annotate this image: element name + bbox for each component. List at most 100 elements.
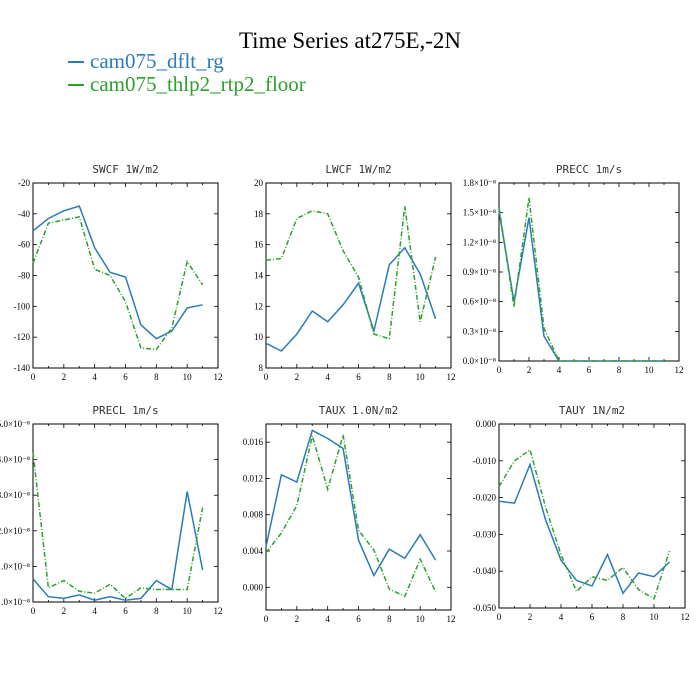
y-tick-label: 0.008	[243, 510, 264, 520]
panel-4: PRECL 1m/s 0 2 4 6 8 10 12 .0×10⁻⁸ 1.0×10⁻⁸ 2.0×10…	[0, 404, 223, 616]
series-line-2	[498, 197, 664, 362]
panel-1: SWCF 1W/m2 0 2 4 6 8 10 12 -140 -120 -100 -80 -60 -40…	[14, 163, 223, 382]
legend-swatch-1	[68, 60, 84, 63]
y-tick-label: -80	[18, 271, 30, 281]
x-tick-label: 10	[416, 614, 426, 624]
y-tick-label: 2.0×10⁻⁸	[0, 526, 30, 536]
series-line-1	[265, 429, 437, 578]
y-tick-label: -0.040	[473, 566, 497, 576]
panel-frame	[32, 423, 219, 603]
panel-frame	[498, 182, 680, 362]
y-tick-label: -140	[14, 363, 31, 373]
x-tick-label: 4	[557, 365, 562, 375]
x-tick-label: 8	[387, 372, 392, 382]
series-line-1	[265, 246, 437, 352]
figure-title: Time Series at275E,-2N	[238, 28, 462, 53]
y-tick-label: -120	[14, 332, 31, 342]
y-tick-label: 1.8×10⁻⁸	[463, 178, 496, 188]
y-tick-label: -0.020	[473, 493, 497, 503]
x-tick-label: 8	[617, 365, 622, 375]
x-tick-label: 8	[154, 372, 159, 382]
series-line-1	[32, 205, 203, 340]
panel-5: TAUX 1.0N/m2 0 2 4 6 8 10 12 0.000 0.004 0.008 0.01…	[243, 404, 456, 624]
x-tick-label: 8	[621, 612, 626, 622]
x-tick-label: 8	[154, 606, 159, 616]
panel-title: TAUY 1N/m2	[559, 404, 625, 417]
x-tick-label: 10	[183, 606, 193, 616]
panel-6: TAUY 1N/m2 0 2 4 6 8 10 12 -0.050 -0.040 -0.030 -0.…	[473, 404, 690, 622]
x-tick-label: 12	[447, 614, 456, 624]
panel-3: PRECC 1m/s 0 2 4 6 8 10 12 0.0×10⁻⁸ 0.3×10⁻⁸ 0.6×1…	[463, 163, 684, 375]
y-tick-label: 1.2×10⁻⁸	[463, 237, 496, 247]
x-tick-label: 0	[264, 614, 269, 624]
legend-item-1: cam075_dflt_rg	[68, 49, 306, 73]
x-tick-label: 10	[183, 372, 193, 382]
y-tick-label: 16	[254, 240, 264, 250]
x-tick-label: 0	[31, 372, 36, 382]
y-tick-label: -40	[18, 209, 30, 219]
series-line-2	[498, 448, 671, 600]
x-tick-label: 2	[295, 372, 300, 382]
x-tick-label: 0	[264, 372, 269, 382]
x-tick-label: 8	[387, 614, 392, 624]
x-tick-label: 2	[527, 365, 532, 375]
y-tick-label: 0.004	[243, 546, 264, 556]
panel-frame	[265, 182, 452, 369]
y-tick-label: 0.000	[476, 419, 497, 429]
x-tick-label: 0	[31, 606, 36, 616]
legend-label-2: cam075_thlp2_rtp2_floor	[90, 72, 306, 96]
y-tick-label: 1.5×10⁻⁸	[463, 208, 496, 218]
y-tick-label: 1.0×10⁻⁸	[0, 561, 30, 571]
x-tick-label: 12	[675, 365, 684, 375]
x-tick-label: 4	[92, 372, 97, 382]
y-tick-label: -0.050	[473, 603, 497, 613]
x-tick-label: 10	[650, 612, 660, 622]
x-tick-label: 2	[62, 372, 67, 382]
x-tick-label: 4	[92, 606, 97, 616]
panel-frame	[265, 423, 452, 611]
x-tick-label: 0	[497, 365, 502, 375]
x-tick-label: 6	[123, 606, 128, 616]
y-tick-label: 0.6×10⁻⁸	[463, 297, 496, 307]
y-tick-label: -100	[14, 301, 31, 311]
x-tick-label: 6	[590, 612, 595, 622]
y-tick-label: 0.000	[243, 582, 264, 592]
x-tick-label: 4	[559, 612, 564, 622]
x-tick-label: 12	[214, 606, 223, 616]
x-tick-label: 10	[645, 365, 655, 375]
y-tick-label: 4.0×10⁻⁸	[0, 455, 30, 465]
panel-title: TAUX 1.0N/m2	[319, 404, 398, 417]
y-tick-label: 12	[254, 301, 263, 311]
y-tick-label: -60	[18, 240, 30, 250]
y-tick-label: 0.012	[243, 473, 263, 483]
y-tick-label: 0.9×10⁻⁸	[463, 267, 496, 277]
y-tick-label: -20	[18, 178, 30, 188]
x-tick-label: 2	[295, 614, 300, 624]
y-tick-label: -0.010	[473, 456, 497, 466]
y-tick-label: 0.3×10⁻⁸	[463, 326, 496, 336]
y-tick-label: 3.0×10⁻⁸	[0, 490, 30, 500]
panel-frame	[32, 182, 219, 369]
x-tick-label: 2	[62, 606, 67, 616]
x-tick-label: 0	[497, 612, 502, 622]
legend-item-2: cam075_thlp2_rtp2_floor	[68, 72, 306, 96]
x-tick-label: 6	[587, 365, 592, 375]
y-tick-label: 18	[254, 209, 264, 219]
series-line-2	[265, 206, 437, 340]
panel-title: SWCF 1W/m2	[92, 163, 158, 176]
x-tick-label: 12	[214, 372, 223, 382]
x-tick-label: 2	[528, 612, 533, 622]
y-tick-label: 14	[254, 271, 264, 281]
x-tick-label: 6	[356, 614, 361, 624]
panel-title: PRECL 1m/s	[92, 404, 158, 417]
panel-title: LWCF 1W/m2	[325, 163, 391, 176]
y-tick-label: 5.0×10⁻⁸	[0, 419, 30, 429]
x-tick-label: 10	[416, 372, 426, 382]
y-tick-label: 8	[259, 363, 264, 373]
panel-2: LWCF 1W/m2 0 2 4 6 8 10 12 8 10 12 14 16 18 20	[254, 163, 456, 382]
x-tick-label: 4	[325, 372, 330, 382]
panel-title: PRECC 1m/s	[556, 163, 622, 176]
y-tick-label: 10	[254, 332, 264, 342]
